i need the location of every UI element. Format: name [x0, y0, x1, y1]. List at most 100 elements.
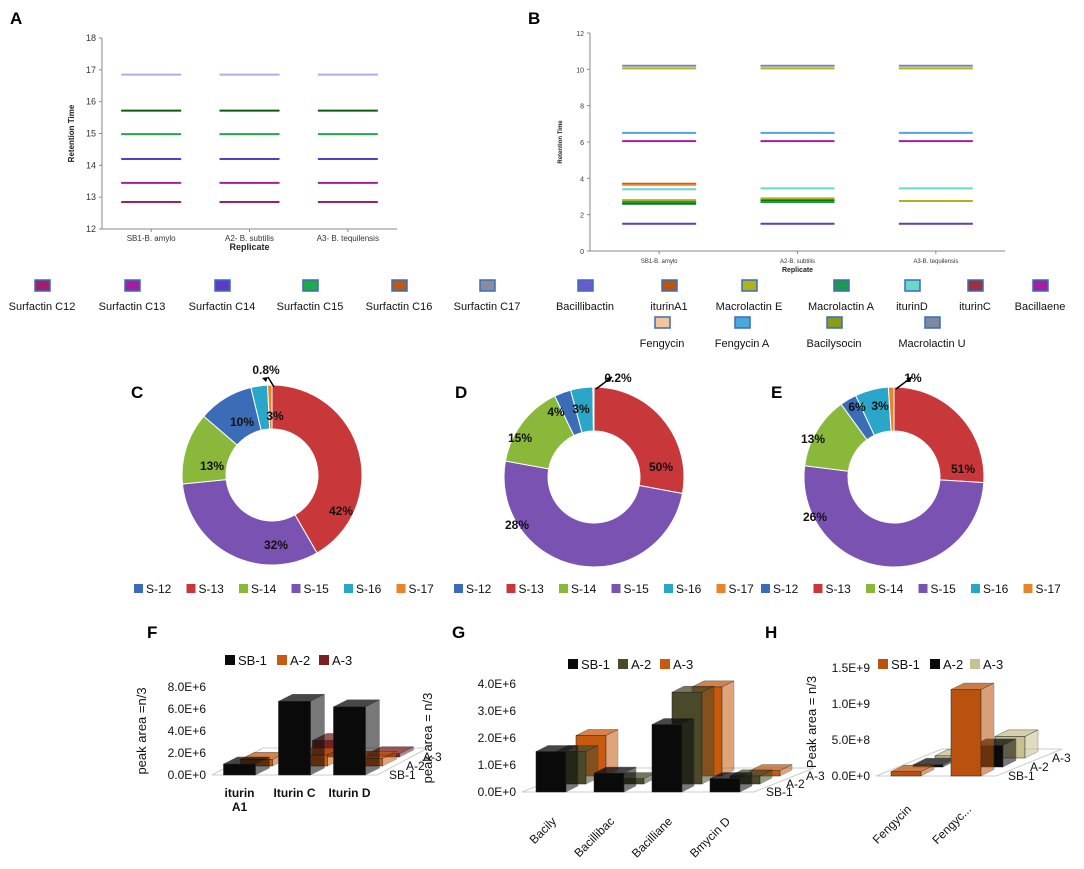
legend-label: S-16 [356, 582, 382, 596]
legend-swatch [344, 584, 353, 593]
legend-swatch [970, 659, 980, 669]
data-label: 0.2% [604, 371, 632, 385]
legend-item: iturinD [896, 279, 928, 313]
legend-label: S-15 [624, 582, 650, 596]
data-label: 32% [264, 538, 288, 552]
legend-swatch [479, 279, 496, 292]
legend-label: Macrolactin U [898, 338, 965, 350]
data-label: 3% [871, 399, 889, 413]
legend-label: S-13 [519, 582, 545, 596]
legend-item: Fengycin [640, 316, 684, 350]
x-tick-label: Iturin C [274, 786, 316, 800]
y-axis-label: peak area =n/3 [134, 687, 149, 774]
legend-label: Surfactin C14 [189, 301, 256, 313]
leader-arrowhead [906, 377, 912, 382]
legend-label: Surfactin C13 [99, 301, 166, 313]
y-axis-label: Retention Time [67, 104, 76, 162]
legend-swatch [664, 584, 673, 593]
bar-sb-1 [593, 772, 625, 793]
data-label: 10% [230, 415, 254, 429]
depth-label: A-3 [1052, 751, 1071, 765]
legend-swatch [660, 659, 670, 669]
y-tick-label: 18 [86, 33, 96, 43]
x-tick-label: A3-B. tequilensis [913, 259, 958, 265]
y-tick-label: 0.0E+0 [832, 769, 871, 783]
legend-label: S-12 [146, 582, 172, 596]
y-tick-label: 0.0E+0 [478, 785, 517, 799]
panel-label-b: B [528, 9, 540, 28]
legend-item: Bacillaene [1015, 279, 1066, 313]
y-tick-label: 4.0E+6 [478, 677, 517, 691]
bar-side [1024, 729, 1039, 759]
bar-sb-1 [709, 778, 741, 793]
legend-label: S-15 [304, 582, 330, 596]
x-tick-label: Fengyc... [929, 802, 974, 847]
legend-label: iturinD [896, 301, 928, 313]
y-tick-label: 14 [86, 160, 96, 170]
legend-item: Surfactin C12 [9, 279, 75, 313]
data-label: 3% [572, 402, 590, 416]
slice-s-13 [593, 386, 685, 495]
legend-swatch [904, 279, 921, 292]
legend-swatch [506, 584, 516, 593]
legend-item: iturinC [959, 279, 991, 313]
x-tick-label: SB1-B. amylo [641, 259, 678, 265]
x-tick-label: A1 [232, 800, 248, 814]
bar-side [382, 750, 397, 767]
legend-swatch [826, 316, 843, 329]
bar-sb-1 [651, 724, 683, 793]
depth-label: SB-1 [389, 768, 416, 782]
legend-swatch [454, 584, 463, 593]
legend-label: A-3 [332, 653, 352, 668]
legend-label: SB-1 [891, 657, 920, 672]
slice-s-17 [266, 384, 273, 430]
legend-swatch [214, 279, 231, 292]
legend-label: A-2 [943, 657, 963, 672]
y-tick-label: 0 [580, 249, 584, 256]
y-tick-label: 15 [86, 129, 96, 139]
panel-label-a: A [10, 9, 22, 28]
x-tick-label: SB1-B. amylo [127, 234, 176, 243]
legend-item: Fengycin A [715, 316, 770, 350]
y-tick-label: 13 [86, 192, 96, 202]
x-tick-label: Iturin D [329, 786, 371, 800]
bar-side [779, 764, 793, 777]
bar-side [310, 693, 325, 776]
legend-label: Bacillibactin [556, 301, 614, 313]
y-tick-label: 2 [580, 213, 584, 220]
slice-s-13 [271, 384, 363, 554]
legend-item: Surfactin C15 [277, 279, 343, 313]
data-label: 15% [508, 431, 532, 445]
legend-swatch [239, 584, 248, 593]
legend-label: SB-1 [581, 657, 610, 672]
legend-label: Bacillaene [1015, 301, 1066, 313]
legend-label: S-17 [1036, 582, 1062, 596]
y-tick-label: 17 [86, 65, 96, 75]
bar-side [920, 764, 935, 777]
legend-label: Macrolactin E [716, 301, 783, 313]
legend-swatch [734, 316, 751, 329]
data-label: 6% [848, 400, 866, 414]
depth-label: A-3 [423, 750, 442, 764]
data-label: 13% [801, 432, 825, 446]
legend-swatch [741, 279, 758, 292]
data-label: 28% [505, 518, 529, 532]
panel-label-h: H [765, 623, 777, 642]
legend-swatch [924, 316, 941, 329]
slice-s-15 [503, 460, 684, 568]
legend-swatch [124, 279, 141, 292]
legend-label: S-16 [676, 582, 702, 596]
y-tick-label: 8.0E+6 [168, 680, 207, 694]
chart-C: 10% 42% 13% 32% 3% 0.8% S-12 S-13 S-14 S-15 S-16 S-… [134, 363, 434, 596]
y-tick-label: 8 [580, 104, 584, 111]
panel-label-d: D [455, 383, 467, 402]
legend-swatch [833, 279, 850, 292]
legend-label: S-15 [931, 582, 957, 596]
data-label: 26% [803, 510, 827, 524]
data-label: 51% [951, 462, 975, 476]
legend-swatch [930, 659, 940, 669]
depth-label: SB-1 [766, 785, 793, 799]
slice-s-15 [181, 479, 318, 566]
